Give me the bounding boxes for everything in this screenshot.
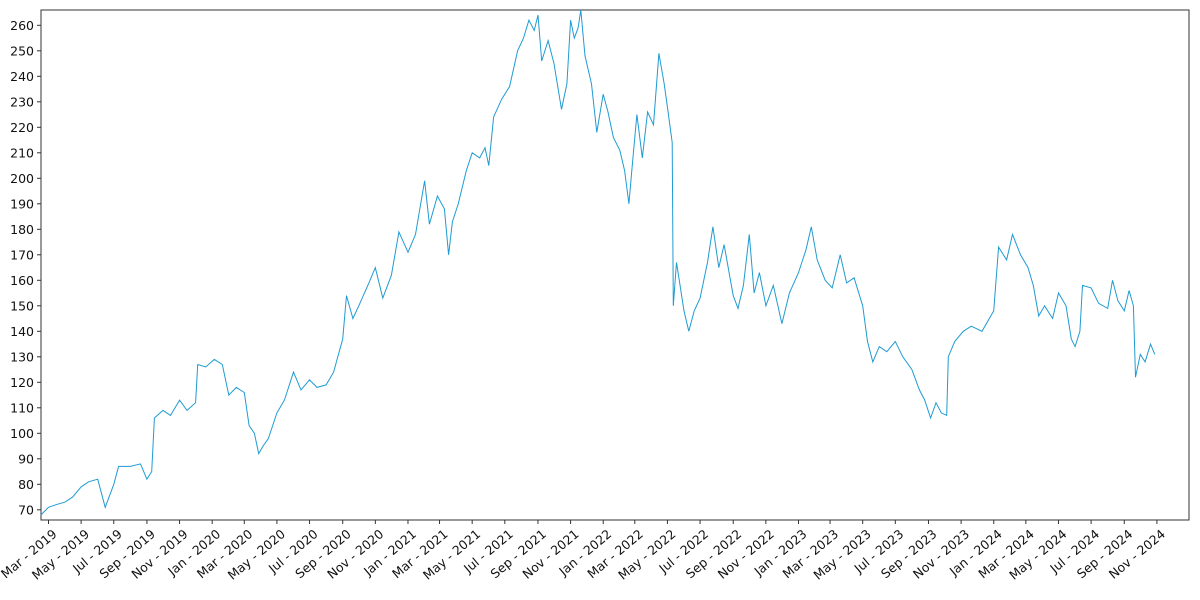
y-tick-label: 100 xyxy=(10,426,34,441)
series-line xyxy=(40,9,1156,516)
y-tick-label: 150 xyxy=(10,298,34,313)
y-tick-label: 170 xyxy=(10,247,34,262)
y-tick-label: 240 xyxy=(10,69,34,84)
plot-area xyxy=(40,9,1190,521)
y-tick-label: 160 xyxy=(10,273,34,288)
y-tick-label: 260 xyxy=(10,18,34,33)
y-tick-label: 120 xyxy=(10,375,34,390)
y-tick-label: 70 xyxy=(18,502,34,517)
y-tick-label: 110 xyxy=(10,400,34,415)
y-tick-label: 200 xyxy=(10,171,34,186)
y-tick-label: 230 xyxy=(10,94,34,109)
y-tick-label: 180 xyxy=(10,222,34,237)
y-tick-label: 130 xyxy=(10,349,34,364)
y-tick-label: 250 xyxy=(10,43,34,58)
y-tick-label: 210 xyxy=(10,145,34,160)
y-tick-label: 80 xyxy=(18,477,34,492)
y-tick-label: 190 xyxy=(10,196,34,211)
y-axis: 70 80 90 100 110 120 130 140 150 160 170 180 190 200 2… xyxy=(10,18,41,517)
y-tick-label: 90 xyxy=(18,451,34,466)
y-tick-label: 140 xyxy=(10,324,34,339)
y-tick-label: 220 xyxy=(10,120,34,135)
